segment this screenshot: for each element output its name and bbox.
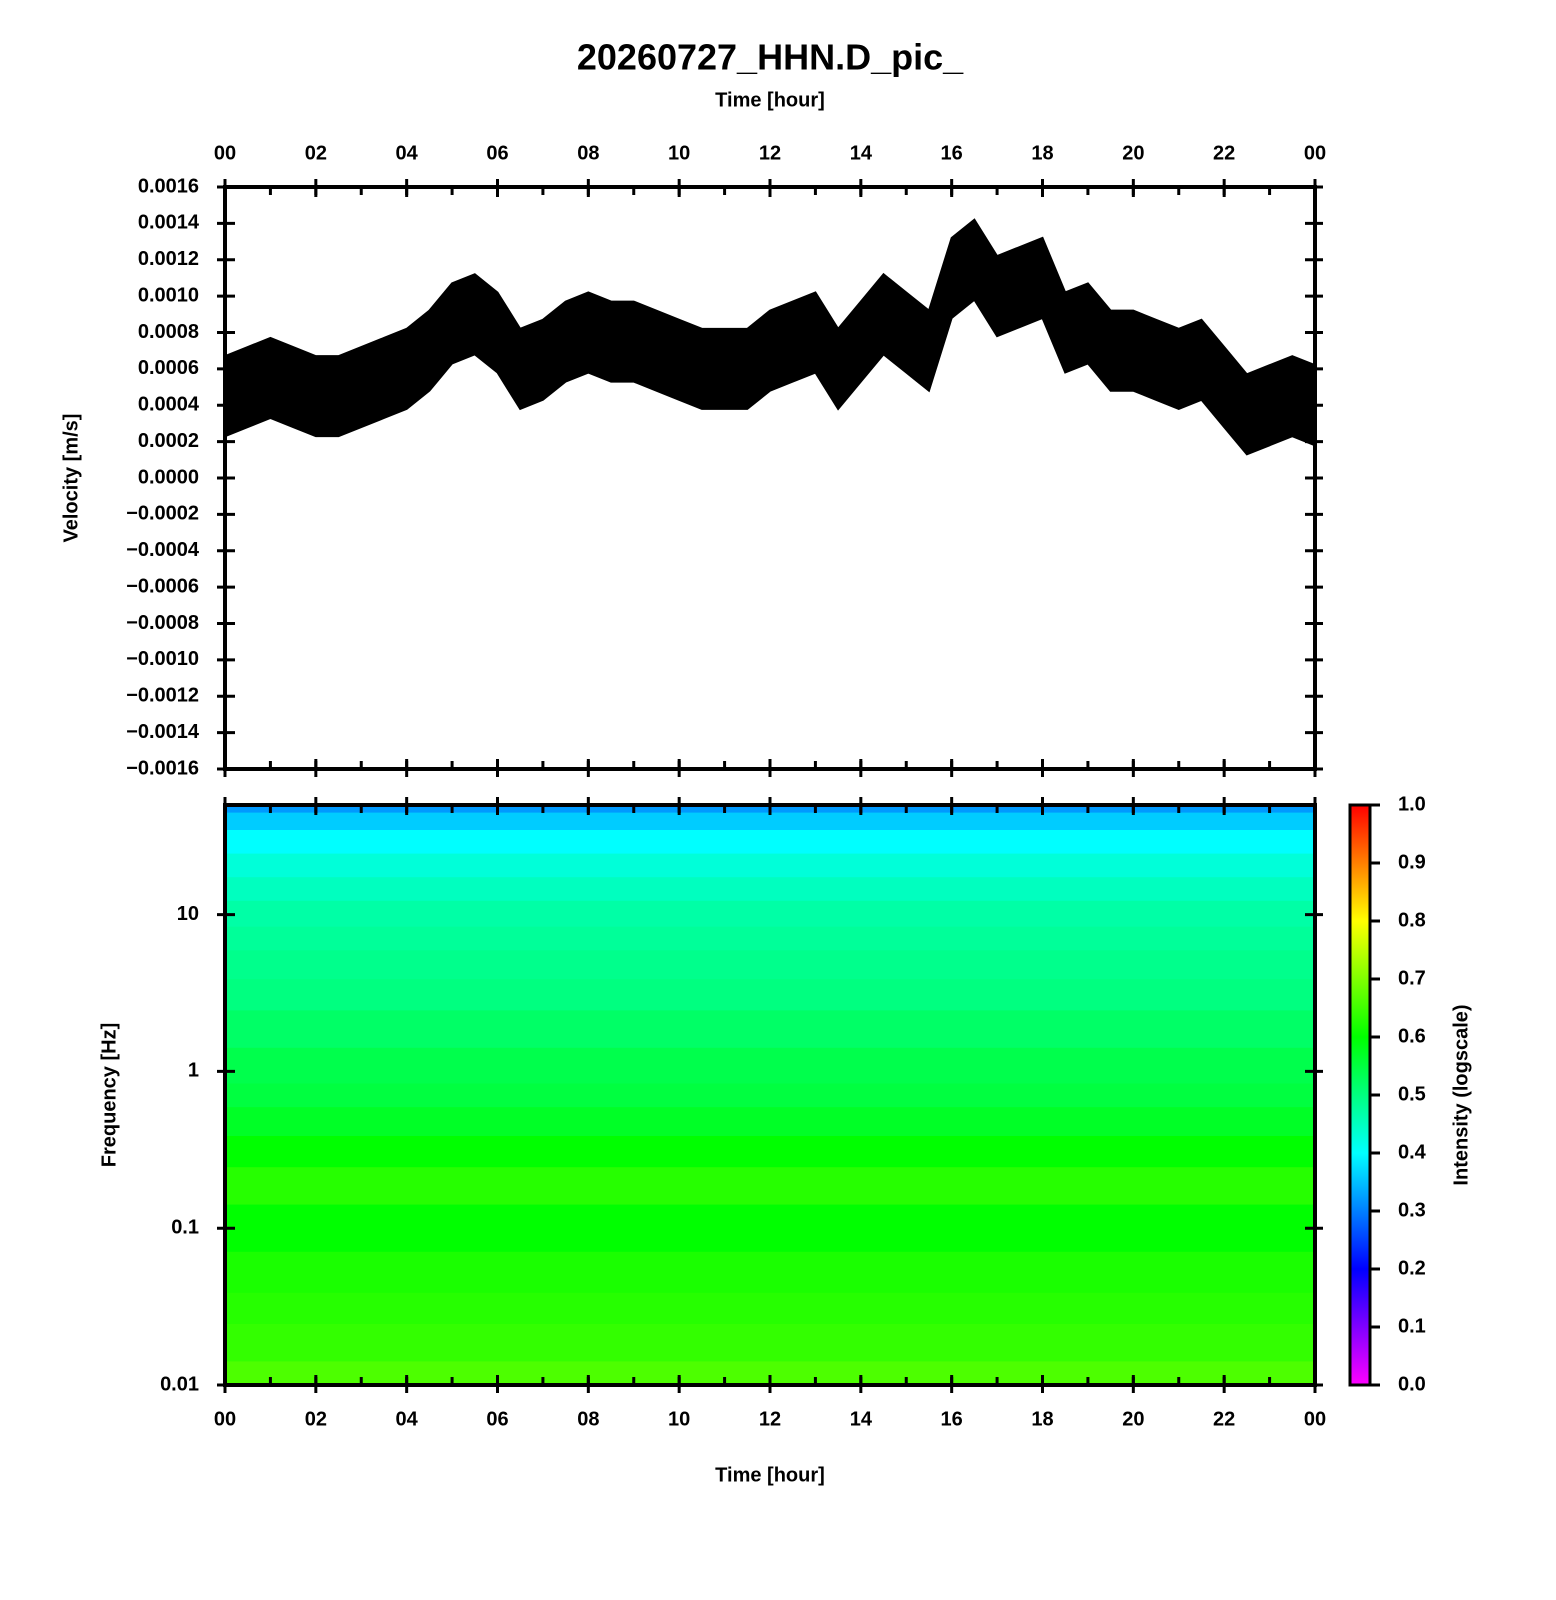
spectrogram-row — [225, 900, 1315, 928]
y-tick-label: 1 — [188, 1060, 199, 1082]
x-tick-label: 00 — [1304, 1408, 1326, 1430]
x-tick-label: 18 — [1031, 1408, 1053, 1430]
y-tick-label: 0.0016 — [138, 175, 199, 197]
x-tick-label: 16 — [941, 142, 963, 164]
colorbar-tick-label: 0.2 — [1398, 1257, 1426, 1279]
y-tick-label: 0.0008 — [138, 321, 199, 343]
colorbar-tick-label: 0.9 — [1398, 851, 1426, 873]
y-tick-label: 0.0012 — [138, 248, 199, 270]
x-tick-label: 10 — [668, 1408, 690, 1430]
colorbar-tick-label: 1.0 — [1398, 793, 1426, 815]
y-tick-label: 0.01 — [160, 1373, 199, 1395]
trace-line — [224, 218, 1316, 376]
trace-line — [224, 298, 1316, 456]
spectrogram-row — [225, 1292, 1315, 1325]
spectrogram-row — [225, 829, 1315, 855]
spectrogram-row — [225, 1107, 1315, 1137]
x-tick-label: 06 — [486, 142, 508, 164]
x-tick-label: 22 — [1213, 142, 1235, 164]
colorbar — [1348, 803, 1372, 1387]
y-tick-label: −0.0008 — [126, 612, 199, 634]
x-tick-label: 02 — [305, 142, 327, 164]
y-tick-label: 0.1 — [171, 1216, 199, 1238]
spectrogram-row — [225, 1251, 1315, 1294]
colorbar-label: Intensity (logscale) — [1450, 1004, 1472, 1185]
colorbar-tick-label: 0.6 — [1398, 1025, 1426, 1047]
y-axis-label: Frequency [Hz] — [98, 1023, 120, 1167]
x-tick-label: 08 — [577, 142, 599, 164]
colorbar-tick-label: 0.0 — [1398, 1373, 1426, 1395]
y-tick-label: 10 — [177, 903, 199, 925]
y-tick-label: 0.0010 — [138, 284, 199, 306]
spectrogram-row — [225, 1167, 1315, 1206]
x-tick-label: 00 — [214, 1408, 236, 1430]
spectrogram-row — [225, 1204, 1315, 1253]
y-tick-label: 0.0000 — [138, 466, 199, 488]
x-tick-label: 18 — [1031, 142, 1053, 164]
spectrogram-row — [225, 1010, 1315, 1049]
x-axis-label: Time [hour] — [715, 89, 825, 111]
x-tick-label: 04 — [396, 142, 419, 164]
spectrogram-row — [225, 1083, 1315, 1108]
x-tick-label: 20 — [1122, 1408, 1144, 1430]
y-tick-label: −0.0014 — [126, 721, 200, 743]
x-tick-label: 20 — [1122, 142, 1144, 164]
x-tick-label: 12 — [759, 142, 781, 164]
x-tick-label: 08 — [577, 1408, 599, 1430]
x-tick-label: 00 — [1304, 142, 1326, 164]
y-tick-label: −0.0016 — [126, 757, 199, 779]
x-tick-label: 12 — [759, 1408, 781, 1430]
y-tick-label: 0.0014 — [138, 212, 200, 234]
spectrogram-row — [225, 950, 1315, 980]
y-tick-label: −0.0010 — [126, 648, 199, 670]
spectrogram-row — [225, 877, 1315, 902]
spectrogram-row — [225, 926, 1315, 951]
colorbar-tick-label: 0.3 — [1398, 1199, 1426, 1221]
x-tick-label: 04 — [396, 1408, 419, 1430]
x-tick-label: 06 — [486, 1408, 508, 1430]
colorbar-tick-label: 0.7 — [1398, 967, 1426, 989]
x-tick-label: 10 — [668, 142, 690, 164]
x-tick-label: 14 — [850, 142, 873, 164]
spectrogram-row — [225, 1047, 1315, 1085]
y-tick-label: −0.0002 — [126, 503, 199, 525]
chart-title: 20260727_HHN.D_pic_ — [577, 37, 964, 78]
y-tick-label: −0.0004 — [126, 539, 200, 561]
x-tick-label: 02 — [305, 1408, 327, 1430]
spectrogram-row — [225, 853, 1315, 878]
y-tick-label: 0.0002 — [138, 430, 199, 452]
trace-envelope — [225, 219, 1315, 455]
y-axis-label: Velocity [m/s] — [60, 414, 82, 543]
x-tick-label: 14 — [850, 1408, 873, 1430]
y-tick-label: 0.0006 — [138, 357, 199, 379]
x-tick-label: 22 — [1213, 1408, 1235, 1430]
y-tick-label: 0.0004 — [138, 394, 200, 416]
x-tick-label: 00 — [214, 142, 236, 164]
spectrogram-row — [225, 979, 1315, 1011]
colorbar-tick-label: 0.8 — [1398, 909, 1426, 931]
colorbar-tick-label: 0.4 — [1398, 1141, 1427, 1163]
colorbar-tick-label: 0.1 — [1398, 1315, 1426, 1337]
spectrogram-row — [225, 1323, 1315, 1362]
colorbar-tick-label: 0.5 — [1398, 1083, 1426, 1105]
spectrogram-row — [225, 812, 1315, 831]
x-axis-label: Time [hour] — [715, 1464, 825, 1486]
plot-frame — [223, 185, 1317, 771]
spectrogram-row — [225, 1135, 1315, 1168]
y-tick-label: −0.0006 — [126, 575, 199, 597]
y-tick-label: −0.0012 — [126, 685, 199, 707]
x-tick-label: 16 — [941, 1408, 963, 1430]
